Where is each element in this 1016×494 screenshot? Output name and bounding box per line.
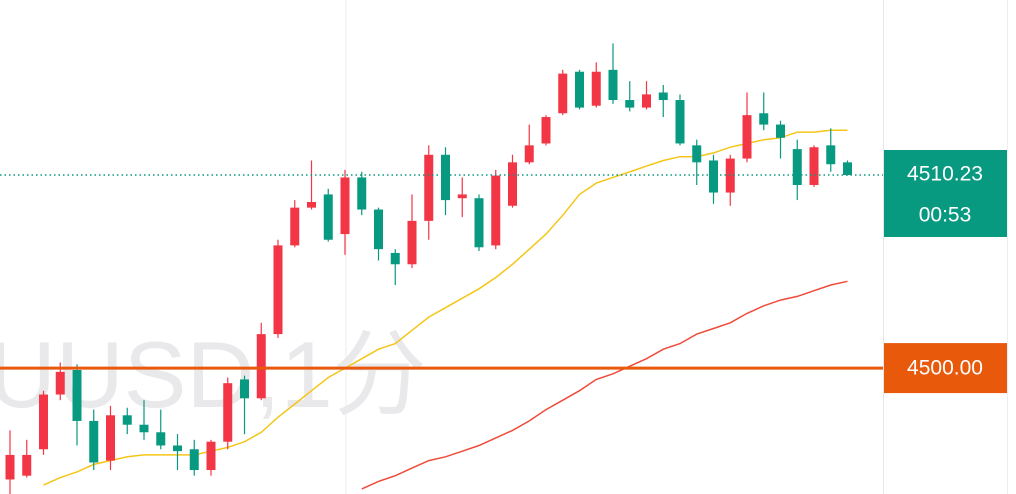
candle-body [55, 371, 65, 395]
candle-body [323, 194, 333, 240]
candle-body [173, 445, 182, 452]
candle-body [591, 71, 601, 106]
candle-body [374, 209, 383, 250]
candle-body [709, 160, 718, 193]
candle-body [759, 113, 769, 125]
candle-body [223, 383, 233, 442]
candle-body [307, 201, 316, 208]
candle-body [290, 207, 300, 246]
countdown: 00:53 [919, 204, 972, 227]
candle-body [608, 69, 618, 101]
candle-body [692, 145, 702, 163]
candle-body [675, 100, 685, 144]
watermark: UUSD,1分 [0, 322, 427, 427]
candle-body [22, 454, 32, 476]
candle-body [89, 420, 99, 463]
candle-body [256, 334, 266, 399]
candle-body [72, 369, 82, 421]
candle-body [156, 432, 166, 446]
candle-body [642, 94, 651, 108]
candle-body [658, 92, 668, 101]
candle-body [273, 245, 283, 335]
candle-body [357, 177, 367, 210]
candle-body [424, 154, 434, 221]
candle-body [508, 162, 517, 206]
candle-body [558, 73, 568, 114]
candle-body [206, 441, 216, 471]
candle-body [843, 162, 852, 175]
candle-body [457, 194, 467, 199]
candle-body [39, 394, 48, 450]
candle-body [474, 198, 484, 248]
candle-body [5, 454, 15, 480]
candle-body [139, 424, 149, 433]
candle-body [189, 449, 199, 471]
candle-body [340, 177, 350, 235]
candle-body [122, 415, 132, 425]
candle-body [407, 220, 417, 265]
candle-body [491, 175, 501, 246]
candle-body [541, 117, 551, 144]
candle-body [524, 145, 534, 163]
candle-body [809, 147, 819, 185]
candle-body [625, 100, 635, 108]
candle-body [742, 115, 752, 159]
candle-body [826, 145, 836, 165]
ma-line [361, 280, 848, 490]
candle-body [441, 154, 450, 201]
candle-body [390, 252, 400, 265]
candle-body [106, 415, 115, 461]
level-label-box [884, 343, 1007, 394]
last-price-label: 4510.23 [907, 163, 983, 186]
candle-body [792, 149, 802, 185]
candle-body [575, 71, 584, 108]
candle-body [776, 124, 785, 138]
level-label: 4500.00 [907, 357, 983, 380]
candle-body [240, 379, 249, 399]
price-label-box [884, 149, 1007, 237]
